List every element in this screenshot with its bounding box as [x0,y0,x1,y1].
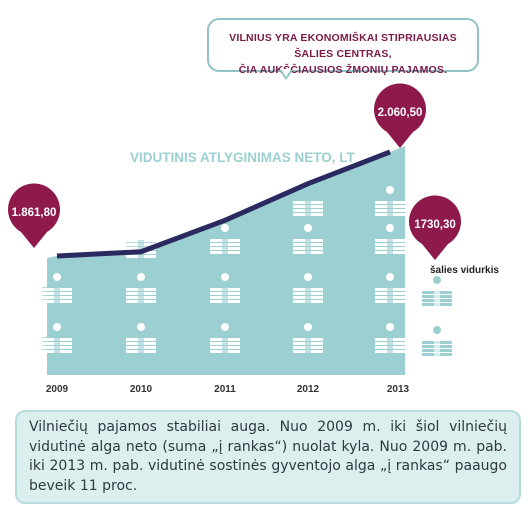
money-stack-icon [375,323,405,353]
money-stack-icon [293,224,323,254]
data-point-pin: 2.060,50 [374,83,427,148]
money-stack-icon [422,326,452,356]
data-label: 1.861,80 [12,207,57,219]
x-tick-label: 2011 [214,384,236,395]
money-stack-icon [42,323,72,353]
series-line [56,149,391,259]
money-stack-icon [375,224,405,254]
x-tick-label: 2012 [297,384,320,395]
money-stack-icon [126,323,156,353]
chart-title: VIDUTINIS ATLYGINIMAS NETO, LT [130,150,356,165]
reference-label: šalies vidurkis [430,265,499,276]
money-stack-icon [126,273,156,303]
description-box: Vilniečių pajamos stabiliai auga. Nuo 20… [15,410,521,504]
money-stack-icon [210,224,240,254]
money-stack-icon [210,273,240,303]
money-stack-icon [293,198,323,216]
money-stack-icon [422,276,452,306]
x-tick-label: 2010 [130,384,153,395]
money-stack-icon [293,273,323,303]
x-tick-label: 2013 [387,384,410,395]
callout-box: VILNIUS YRA EKONOMIŠKAI STIPRIAUSIAS ŠAL… [207,18,479,76]
data-label: 2.060,50 [378,107,423,119]
money-stack-icon [42,273,72,303]
money-stack-icon [375,273,405,303]
description-text: Vilniečių pajamos stabiliai auga. Nuo 20… [29,419,507,494]
reference-pin: 1730,30 [409,195,462,260]
money-stack-icon [375,186,405,216]
data-point-pin: 1.861,80 [8,183,61,248]
callout-line-2: ČIA AUKŠČIAUSIOS ŽMONIŲ PAJAMOS. [238,64,448,76]
callout-line-1: VILNIUS YRA EKONOMIŠKAI STIPRIAUSIAS ŠAL… [229,32,457,60]
x-tick-label: 2009 [46,384,69,395]
money-stack-icon [210,323,240,353]
callout-tail-inner [281,69,291,77]
data-label: 1730,30 [414,219,456,231]
money-stack-icon [293,323,323,353]
